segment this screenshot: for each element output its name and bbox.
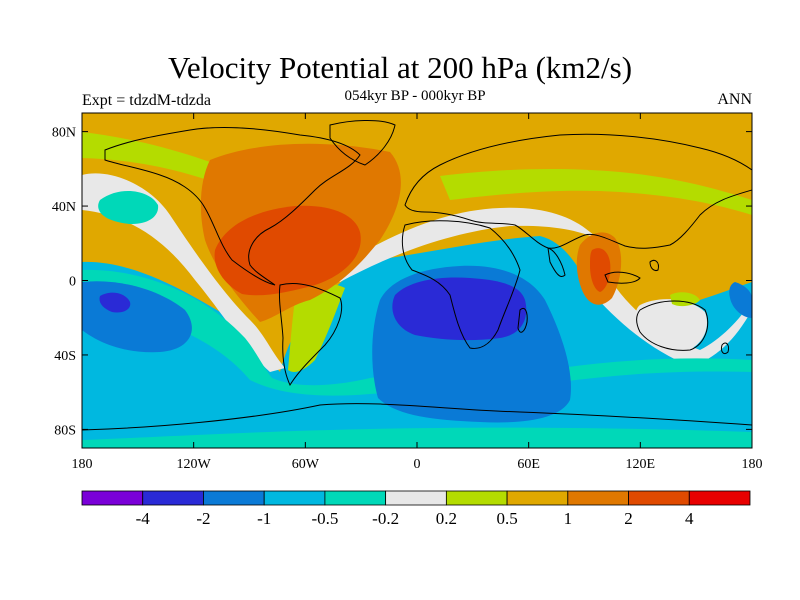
colorbar-label: -2 bbox=[196, 509, 210, 528]
colorbar-swatch bbox=[81, 490, 144, 506]
colorbar: -4 -2 -1 -0.5 -0.2 0.2 0.5 1 2 4 bbox=[81, 490, 751, 528]
colorbar-swatch bbox=[263, 490, 326, 506]
colorbar-label: 1 bbox=[564, 509, 573, 528]
lon-tick-label: 180 bbox=[742, 457, 763, 472]
lon-tick-label: 180 bbox=[72, 457, 93, 472]
colorbar-label: -1 bbox=[257, 509, 271, 528]
colorbar-swatch bbox=[142, 490, 204, 506]
colorbar-label: 4 bbox=[685, 509, 694, 528]
lon-tick-label: 120W bbox=[177, 457, 212, 472]
colorbar-swatch bbox=[567, 490, 629, 506]
colorbar-swatch bbox=[628, 490, 690, 506]
lat-tick-label: 80N bbox=[52, 126, 76, 141]
lat-tick-label: 40S bbox=[54, 349, 76, 364]
coastlines bbox=[82, 119, 752, 431]
lat-tick-label: 40N bbox=[52, 200, 76, 215]
colorbar-label: 2 bbox=[624, 509, 633, 528]
map-subtitle: 054kyr BP - 000kyr BP bbox=[344, 88, 486, 104]
lon-tick-label: 60W bbox=[292, 457, 320, 472]
season-label: ANN bbox=[717, 91, 752, 108]
lat-tick-label: 0 bbox=[69, 275, 76, 290]
lon-tick-label: 0 bbox=[414, 457, 421, 472]
map-title: Velocity Potential at 200 hPa (km2/s) bbox=[167, 50, 633, 85]
experiment-label: Expt = tdzdM-tdzda bbox=[82, 92, 211, 109]
longitude-axis: 180 120W 60W 0 60E 120E 180 bbox=[72, 113, 763, 472]
contour-field bbox=[82, 113, 752, 448]
lon-tick-label: 60E bbox=[517, 457, 540, 472]
lon-tick-label: 120E bbox=[626, 457, 656, 472]
colorbar-label: -4 bbox=[136, 509, 151, 528]
colorbar-swatch bbox=[324, 490, 387, 506]
latitude-axis: 80N 40N 0 40S 80S bbox=[52, 126, 752, 438]
colorbar-label: 0.5 bbox=[496, 509, 517, 528]
colorbar-swatch bbox=[385, 490, 447, 506]
colorbar-label: -0.2 bbox=[372, 509, 399, 528]
lat-tick-label: 80S bbox=[54, 423, 76, 438]
colorbar-swatch bbox=[688, 490, 751, 506]
colorbar-swatch bbox=[203, 490, 265, 506]
colorbar-swatch bbox=[506, 490, 569, 506]
colorbar-label: -0.5 bbox=[311, 509, 338, 528]
colorbar-label: 0.2 bbox=[436, 509, 457, 528]
colorbar-swatch bbox=[445, 490, 508, 506]
